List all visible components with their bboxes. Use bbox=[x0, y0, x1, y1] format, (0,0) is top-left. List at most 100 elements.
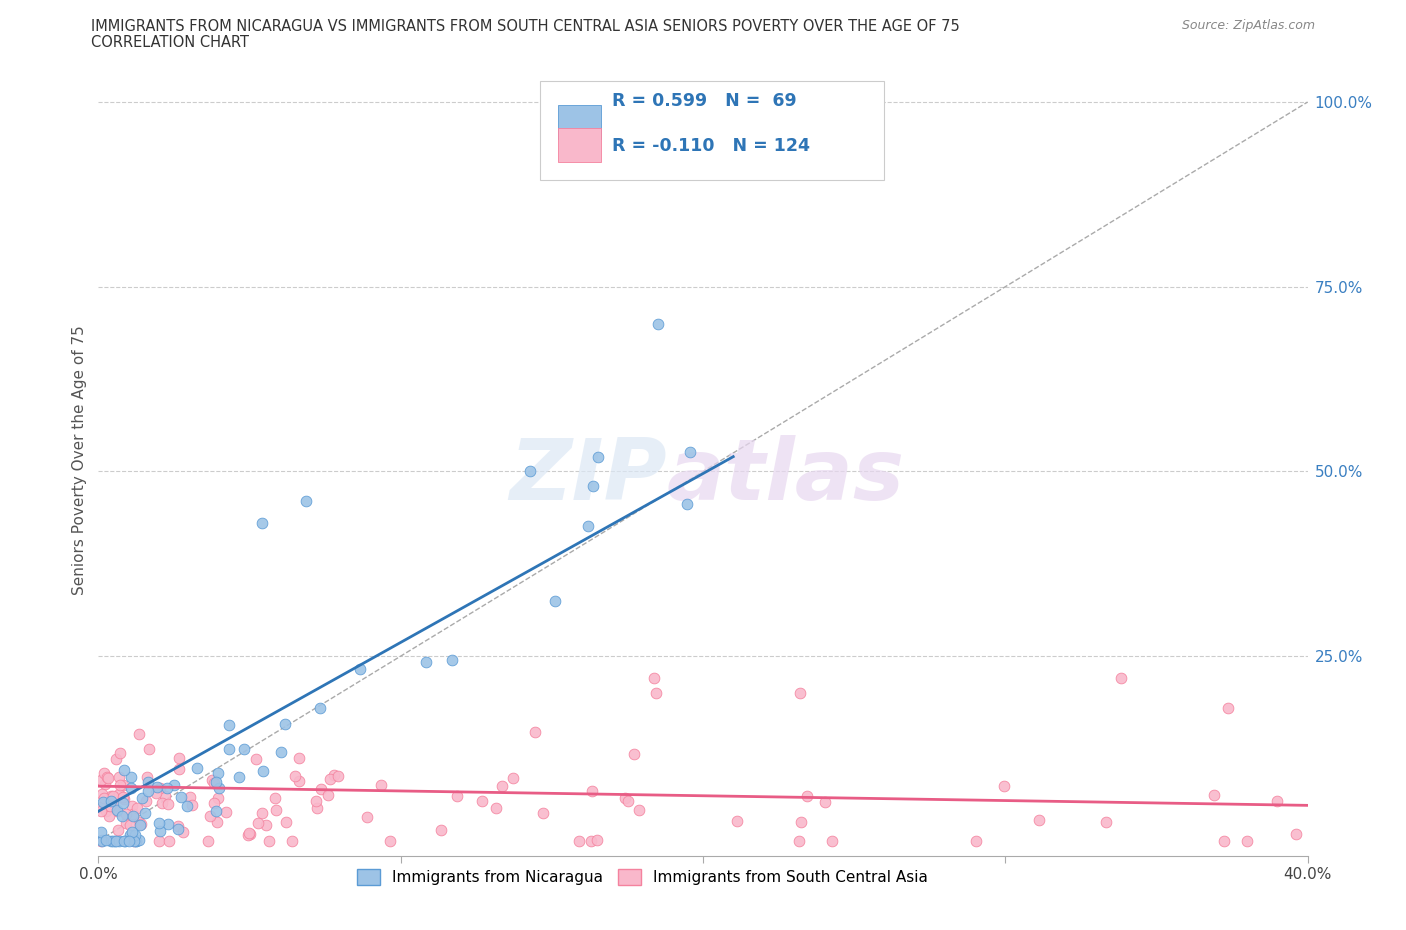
Point bbox=[965, 833, 987, 848]
Text: IMMIGRANTS FROM NICARAGUA VS IMMIGRANTS FROM SOUTH CENTRAL ASIA SENIORS POVERTY : IMMIGRANTS FROM NICARAGUA VS IMMIGRANTS … bbox=[91, 19, 960, 33]
Text: Source: ZipAtlas.com: Source: ZipAtlas.com bbox=[1181, 19, 1315, 32]
Point bbox=[145, 780, 167, 795]
Point bbox=[90, 804, 112, 818]
Point bbox=[198, 808, 221, 823]
Point bbox=[323, 767, 346, 782]
Y-axis label: Seniors Poverty Over the Age of 75: Seniors Poverty Over the Age of 75 bbox=[72, 326, 87, 595]
Point bbox=[93, 790, 115, 805]
Point bbox=[676, 496, 699, 511]
Point bbox=[471, 793, 494, 808]
Point bbox=[107, 787, 129, 802]
Point bbox=[186, 761, 208, 776]
Point bbox=[112, 791, 135, 806]
Point bbox=[148, 816, 170, 830]
Point bbox=[370, 777, 392, 792]
Point bbox=[128, 814, 150, 829]
Point bbox=[252, 805, 274, 820]
Point bbox=[97, 809, 120, 824]
Point bbox=[288, 774, 311, 789]
Point bbox=[121, 825, 143, 840]
FancyBboxPatch shape bbox=[558, 128, 602, 162]
Point bbox=[100, 793, 122, 808]
Point bbox=[1111, 671, 1133, 685]
Point bbox=[787, 833, 810, 848]
Point bbox=[623, 746, 645, 761]
Point bbox=[111, 790, 134, 804]
Point bbox=[157, 817, 180, 831]
Point bbox=[101, 795, 124, 810]
Text: ZIP: ZIP bbox=[509, 434, 666, 518]
Point bbox=[356, 810, 378, 825]
Point bbox=[647, 316, 669, 331]
Point bbox=[544, 593, 567, 608]
Point bbox=[264, 790, 287, 805]
Text: CORRELATION CHART: CORRELATION CHART bbox=[91, 35, 249, 50]
Point bbox=[993, 778, 1015, 793]
Point bbox=[180, 798, 202, 813]
Point bbox=[135, 793, 157, 808]
Point bbox=[90, 833, 112, 848]
Point bbox=[441, 653, 464, 668]
Point bbox=[128, 832, 150, 847]
Point bbox=[205, 815, 228, 830]
Point bbox=[105, 803, 128, 817]
Point bbox=[91, 795, 114, 810]
Point bbox=[167, 761, 190, 776]
Point bbox=[1216, 700, 1239, 715]
Point bbox=[233, 741, 256, 756]
Point bbox=[176, 799, 198, 814]
Point bbox=[586, 449, 609, 464]
Point bbox=[789, 685, 811, 700]
Point bbox=[491, 779, 513, 794]
Point bbox=[245, 752, 267, 767]
Point bbox=[128, 726, 150, 741]
Point bbox=[201, 773, 224, 788]
Point bbox=[270, 745, 292, 760]
Point bbox=[172, 825, 194, 840]
Point bbox=[149, 780, 172, 795]
Point bbox=[1028, 813, 1050, 828]
Point bbox=[118, 833, 141, 848]
Point bbox=[124, 833, 146, 848]
Point bbox=[149, 824, 172, 839]
Point bbox=[814, 794, 837, 809]
Point bbox=[585, 832, 607, 847]
Point bbox=[100, 799, 122, 814]
Point bbox=[215, 804, 238, 819]
Point bbox=[138, 775, 160, 790]
Point bbox=[519, 464, 541, 479]
Point bbox=[257, 833, 280, 848]
Point bbox=[523, 725, 546, 740]
Point bbox=[167, 821, 190, 836]
Point bbox=[567, 833, 589, 848]
Legend: Immigrants from Nicaragua, Immigrants from South Central Asia: Immigrants from Nicaragua, Immigrants fr… bbox=[350, 863, 935, 892]
Point bbox=[821, 833, 844, 848]
Point bbox=[114, 806, 136, 821]
Point bbox=[531, 805, 554, 820]
Point bbox=[295, 494, 318, 509]
Point bbox=[167, 818, 190, 833]
Point bbox=[125, 833, 148, 848]
Point bbox=[326, 768, 349, 783]
Point bbox=[502, 771, 524, 786]
Point bbox=[101, 833, 124, 848]
Point bbox=[725, 814, 748, 829]
Point bbox=[415, 655, 437, 670]
Point bbox=[90, 787, 112, 802]
Point bbox=[228, 770, 250, 785]
Point bbox=[274, 815, 297, 830]
Point bbox=[90, 824, 112, 839]
Point bbox=[628, 803, 651, 817]
Point bbox=[254, 817, 277, 832]
Point bbox=[136, 783, 159, 798]
Text: R = 0.599   N =  69: R = 0.599 N = 69 bbox=[613, 92, 797, 110]
Point bbox=[94, 777, 117, 791]
Point bbox=[205, 804, 228, 818]
Point bbox=[246, 816, 269, 830]
Point bbox=[107, 823, 129, 838]
Point bbox=[287, 751, 309, 765]
FancyBboxPatch shape bbox=[540, 81, 884, 179]
Point bbox=[145, 786, 167, 801]
Point bbox=[131, 790, 153, 805]
Point bbox=[1285, 827, 1308, 842]
